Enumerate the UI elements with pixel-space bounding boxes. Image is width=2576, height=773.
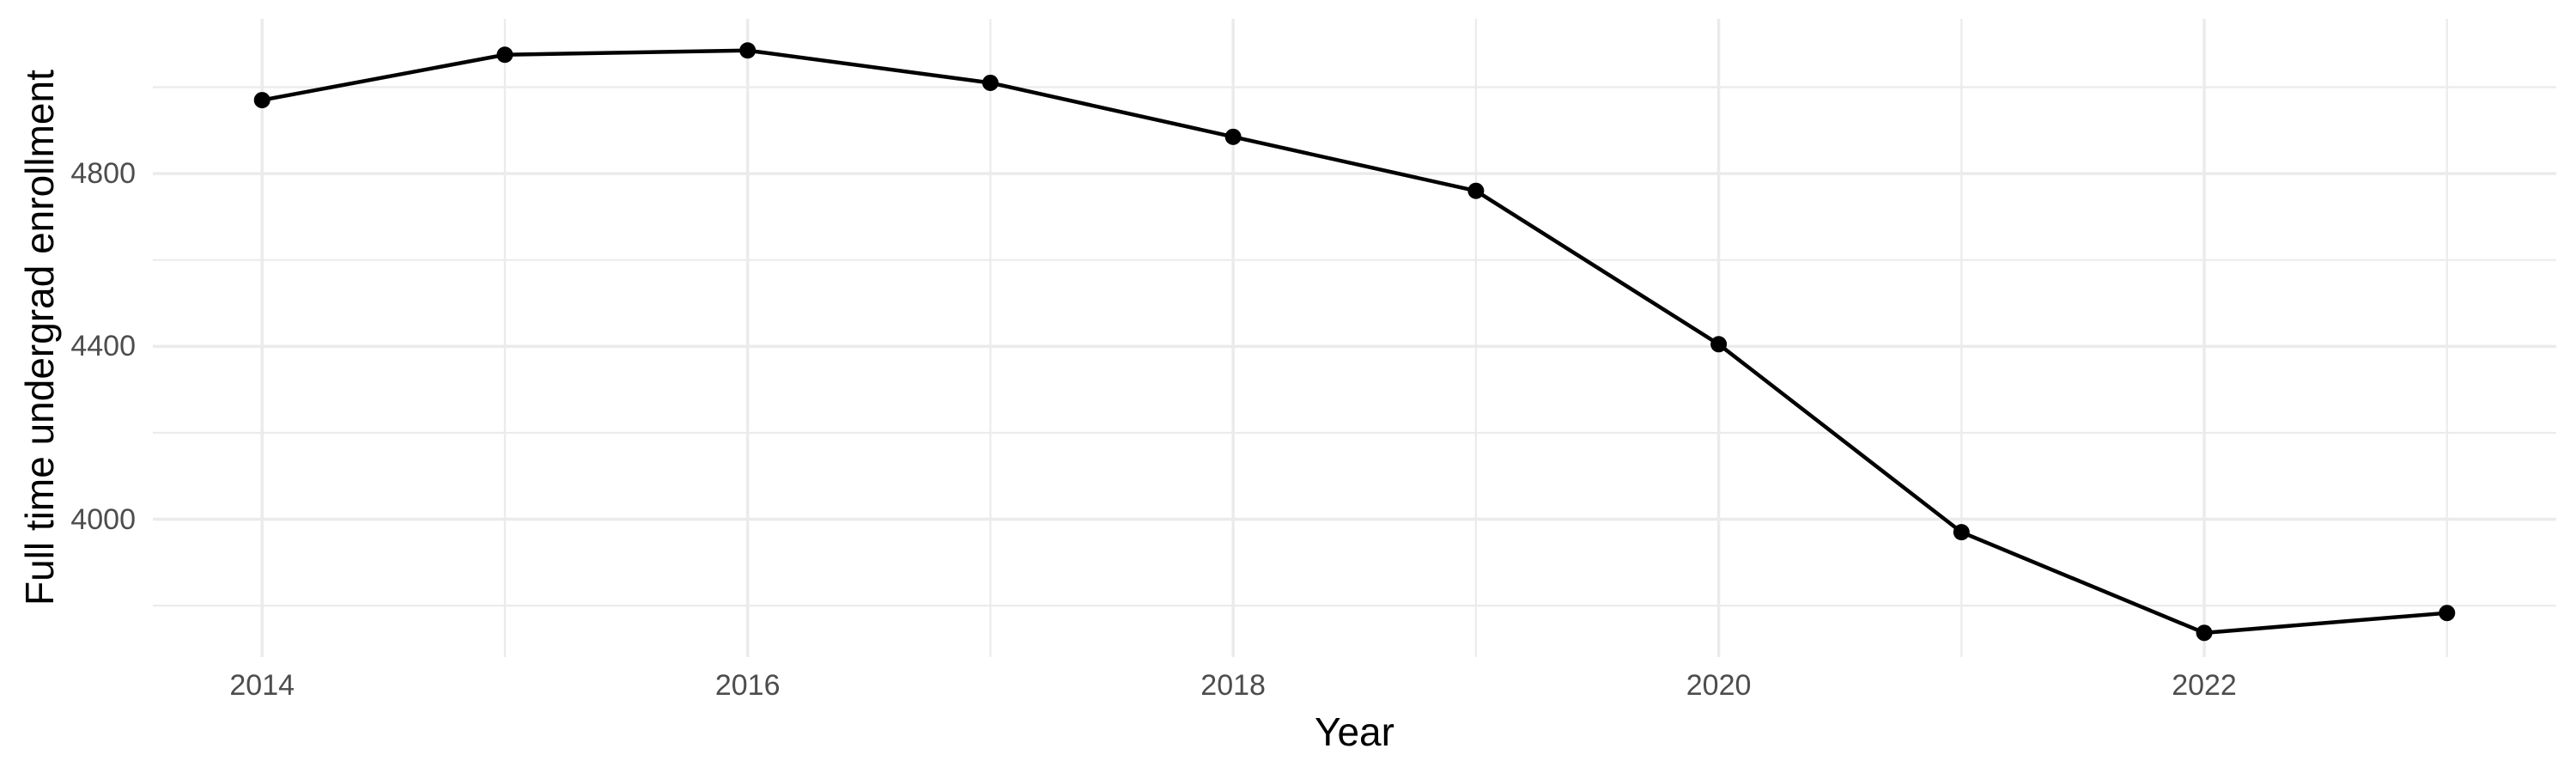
data-point bbox=[739, 42, 756, 59]
x-axis-tick-label: 2022 bbox=[2172, 669, 2237, 702]
data-point bbox=[2439, 605, 2456, 622]
data-point bbox=[1953, 524, 1970, 541]
x-axis-tick-label: 2014 bbox=[229, 669, 295, 702]
y-axis-tick-label: 4800 bbox=[70, 157, 136, 191]
data-point bbox=[1224, 128, 1242, 145]
x-axis-title: Year bbox=[1315, 709, 1394, 754]
y-axis-tick-label: 4400 bbox=[70, 330, 136, 363]
data-point bbox=[496, 46, 513, 64]
enrollment-trend-line bbox=[259, 48, 2450, 636]
x-axis-tick-label: 2018 bbox=[1200, 669, 1266, 702]
data-point bbox=[1467, 182, 1485, 199]
x-axis-tick-label: 2016 bbox=[714, 669, 781, 702]
data-point bbox=[2196, 624, 2213, 642]
data-point bbox=[253, 92, 270, 109]
x-axis-tick-label: 2020 bbox=[1686, 669, 1752, 702]
y-axis-tick-label: 4000 bbox=[70, 502, 136, 536]
data-point bbox=[1710, 336, 1728, 353]
data-point bbox=[981, 74, 999, 91]
